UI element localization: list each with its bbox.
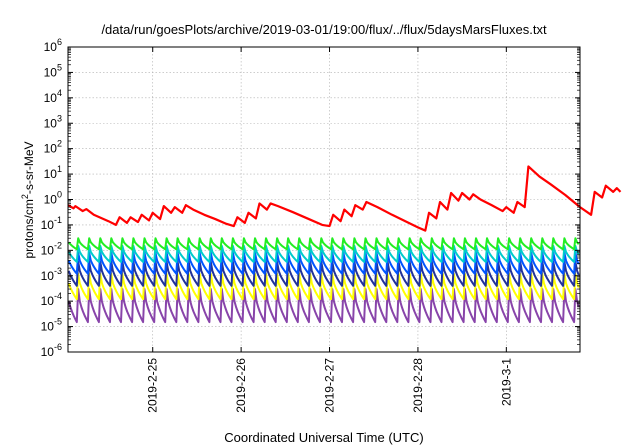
x-axis-label: Coordinated Universal Time (UTC)	[224, 430, 423, 445]
x-tick-label: 2019-2-27	[323, 358, 337, 413]
x-tick-label: 2019-2-25	[146, 358, 160, 413]
series-line	[67, 272, 580, 301]
y-tick-label: 104	[44, 88, 62, 105]
y-tick-label: 10-1	[41, 215, 62, 232]
y-tick-label: 101	[44, 164, 62, 181]
y-tick-label: 10-4	[41, 291, 62, 308]
x-axis: 2019-2-25 2019-2-26 2019-2-27 2019-2-28 2019…	[146, 47, 513, 413]
y-tick-label: 106	[44, 37, 62, 54]
y-axis-label-superscript: 2	[20, 194, 30, 199]
series-line	[67, 244, 580, 263]
series-line	[67, 260, 580, 287]
y-axis-label: protons/cm2-s-sr-MeV	[20, 141, 36, 258]
y-axis-label-suffix: -s-sr-MeV	[22, 141, 36, 194]
series-line	[67, 251, 580, 275]
y-tick-label: 105	[44, 62, 62, 79]
series-layer	[67, 165, 622, 324]
y-tick-label: 10-6	[41, 342, 62, 359]
x-tick-label: 2019-2-28	[411, 358, 425, 413]
x-tick-label: 2019-3-1	[499, 358, 513, 406]
x-tick-label: 2019-2-26	[234, 358, 248, 413]
y-axis: 10-6 10-5 10-4 10-3 10-2 10-1 100 101 102 103 104 1…	[41, 37, 580, 359]
series-line	[67, 165, 622, 232]
y-tick-label: 100	[44, 190, 62, 207]
y-tick-label: 102	[44, 139, 62, 156]
series-line	[67, 237, 580, 251]
y-tick-label: 10-5	[41, 317, 62, 334]
y-axis-label-prefix: protons/cm	[22, 199, 36, 258]
chart-title: /data/run/goesPlots/archive/2019-03-01/1…	[101, 22, 547, 37]
y-tick-label: 10-2	[41, 240, 62, 257]
y-tick-label: 103	[44, 113, 62, 130]
y-tick-label: 10-3	[41, 266, 62, 283]
series-line	[67, 288, 580, 324]
